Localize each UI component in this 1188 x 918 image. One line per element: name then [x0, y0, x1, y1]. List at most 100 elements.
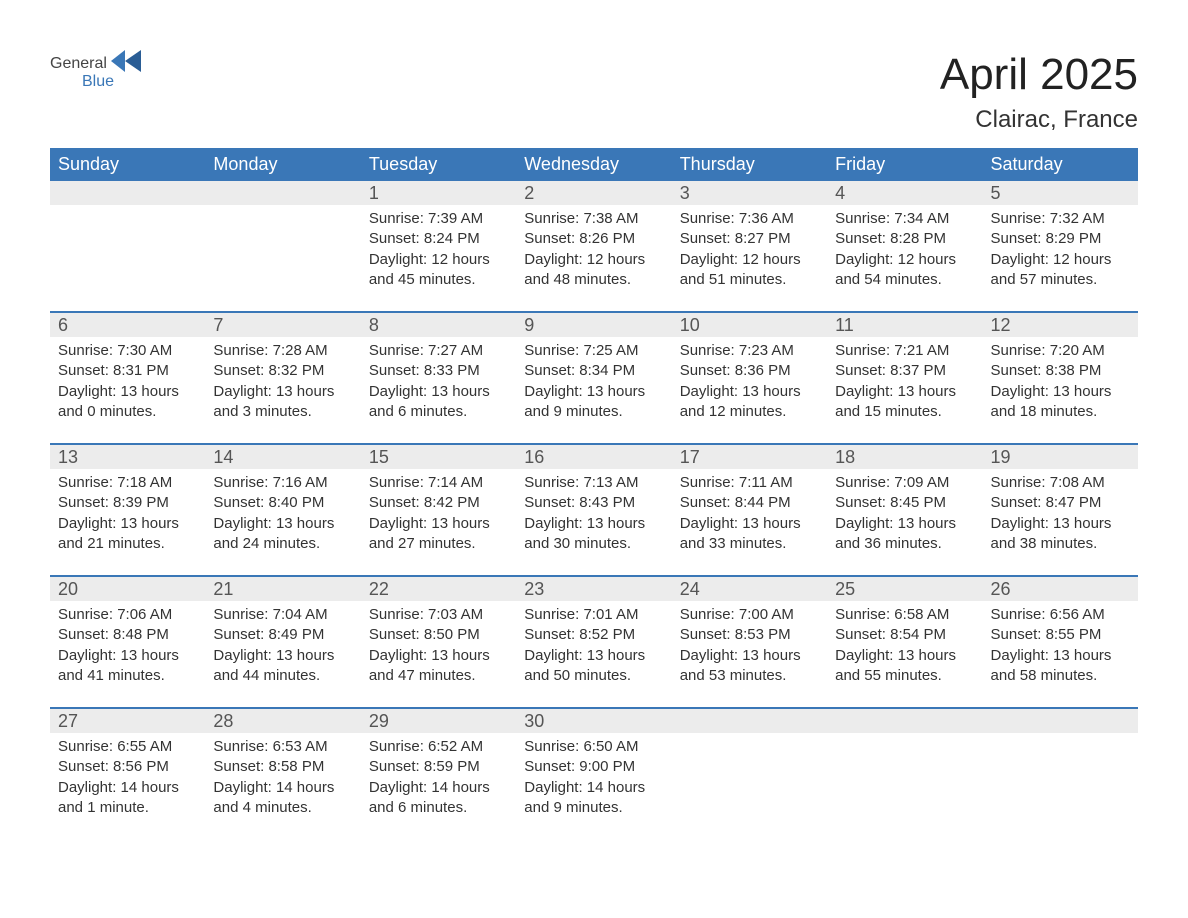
sunrise-text: Sunrise: 7:16 AM: [213, 473, 352, 493]
cell-body: Sunrise: 7:11 AMSunset: 8:44 PMDaylight:…: [672, 469, 827, 562]
cell-body: Sunrise: 7:03 AMSunset: 8:50 PMDaylight:…: [361, 601, 516, 694]
page-header: General Blue April 2025 Clairac, France: [50, 50, 1138, 134]
daylight-text: Daylight: 13 hours and 36 minutes.: [835, 514, 974, 555]
daylight-text: Daylight: 13 hours and 27 minutes.: [369, 514, 508, 555]
date-number: 8: [361, 313, 516, 337]
calendar: Sunday Monday Tuesday Wednesday Thursday…: [50, 148, 1138, 827]
sunrise-text: Sunrise: 7:25 AM: [524, 341, 663, 361]
sunrise-text: Sunrise: 7:01 AM: [524, 605, 663, 625]
sunset-text: Sunset: 8:45 PM: [835, 493, 974, 513]
daylight-text: Daylight: 14 hours and 4 minutes.: [213, 778, 352, 819]
date-number: 7: [205, 313, 360, 337]
sunrise-text: Sunrise: 7:38 AM: [524, 209, 663, 229]
brand-part1: General: [50, 55, 107, 73]
sunset-text: Sunset: 8:47 PM: [991, 493, 1130, 513]
sunrise-text: Sunrise: 7:18 AM: [58, 473, 197, 493]
sunset-text: Sunset: 8:28 PM: [835, 229, 974, 249]
cell-body: Sunrise: 6:58 AMSunset: 8:54 PMDaylight:…: [827, 601, 982, 694]
sunset-text: Sunset: 9:00 PM: [524, 757, 663, 777]
daylight-text: Daylight: 13 hours and 15 minutes.: [835, 382, 974, 423]
calendar-cell: 27Sunrise: 6:55 AMSunset: 8:56 PMDayligh…: [50, 709, 205, 827]
sunrise-text: Sunrise: 7:03 AM: [369, 605, 508, 625]
calendar-cell: 28Sunrise: 6:53 AMSunset: 8:58 PMDayligh…: [205, 709, 360, 827]
sunset-text: Sunset: 8:24 PM: [369, 229, 508, 249]
daylight-text: Daylight: 13 hours and 33 minutes.: [680, 514, 819, 555]
date-number: 4: [827, 181, 982, 205]
day-header-mon: Monday: [205, 148, 360, 181]
daylight-text: Daylight: 13 hours and 58 minutes.: [991, 646, 1130, 687]
sunset-text: Sunset: 8:36 PM: [680, 361, 819, 381]
cell-body: Sunrise: 7:04 AMSunset: 8:49 PMDaylight:…: [205, 601, 360, 694]
date-number: [205, 181, 360, 205]
calendar-cell: 21Sunrise: 7:04 AMSunset: 8:49 PMDayligh…: [205, 577, 360, 695]
date-number: 25: [827, 577, 982, 601]
cell-body: Sunrise: 7:30 AMSunset: 8:31 PMDaylight:…: [50, 337, 205, 430]
daylight-text: Daylight: 14 hours and 9 minutes.: [524, 778, 663, 819]
cell-body: Sunrise: 6:55 AMSunset: 8:56 PMDaylight:…: [50, 733, 205, 826]
week-row: 1Sunrise: 7:39 AMSunset: 8:24 PMDaylight…: [50, 181, 1138, 299]
daylight-text: Daylight: 13 hours and 0 minutes.: [58, 382, 197, 423]
sunrise-text: Sunrise: 6:50 AM: [524, 737, 663, 757]
sunset-text: Sunset: 8:37 PM: [835, 361, 974, 381]
daylight-text: Daylight: 13 hours and 44 minutes.: [213, 646, 352, 687]
cell-body: [50, 205, 205, 217]
calendar-cell: 2Sunrise: 7:38 AMSunset: 8:26 PMDaylight…: [516, 181, 671, 299]
daylight-text: Daylight: 13 hours and 50 minutes.: [524, 646, 663, 687]
daylight-text: Daylight: 13 hours and 6 minutes.: [369, 382, 508, 423]
calendar-cell: 10Sunrise: 7:23 AMSunset: 8:36 PMDayligh…: [672, 313, 827, 431]
sunset-text: Sunset: 8:54 PM: [835, 625, 974, 645]
month-title: April 2025: [940, 50, 1138, 100]
calendar-cell: [50, 181, 205, 299]
daylight-text: Daylight: 13 hours and 3 minutes.: [213, 382, 352, 423]
calendar-cell: 20Sunrise: 7:06 AMSunset: 8:48 PMDayligh…: [50, 577, 205, 695]
date-number: 10: [672, 313, 827, 337]
day-header-wed: Wednesday: [516, 148, 671, 181]
sunrise-text: Sunrise: 7:14 AM: [369, 473, 508, 493]
cell-body: Sunrise: 7:18 AMSunset: 8:39 PMDaylight:…: [50, 469, 205, 562]
cell-body: Sunrise: 6:50 AMSunset: 9:00 PMDaylight:…: [516, 733, 671, 826]
sunset-text: Sunset: 8:32 PM: [213, 361, 352, 381]
date-number: 6: [50, 313, 205, 337]
sunset-text: Sunset: 8:40 PM: [213, 493, 352, 513]
date-number: 27: [50, 709, 205, 733]
cell-body: [672, 733, 827, 745]
sunrise-text: Sunrise: 7:32 AM: [991, 209, 1130, 229]
calendar-cell: [672, 709, 827, 827]
sunset-text: Sunset: 8:59 PM: [369, 757, 508, 777]
sunrise-text: Sunrise: 7:28 AM: [213, 341, 352, 361]
week-row: 20Sunrise: 7:06 AMSunset: 8:48 PMDayligh…: [50, 575, 1138, 695]
cell-body: Sunrise: 7:38 AMSunset: 8:26 PMDaylight:…: [516, 205, 671, 298]
sunset-text: Sunset: 8:49 PM: [213, 625, 352, 645]
date-number: 28: [205, 709, 360, 733]
sunset-text: Sunset: 8:43 PM: [524, 493, 663, 513]
date-number: [827, 709, 982, 733]
sunrise-text: Sunrise: 7:27 AM: [369, 341, 508, 361]
sunrise-text: Sunrise: 7:13 AM: [524, 473, 663, 493]
daylight-text: Daylight: 13 hours and 12 minutes.: [680, 382, 819, 423]
cell-body: Sunrise: 7:09 AMSunset: 8:45 PMDaylight:…: [827, 469, 982, 562]
sunset-text: Sunset: 8:39 PM: [58, 493, 197, 513]
calendar-cell: 6Sunrise: 7:30 AMSunset: 8:31 PMDaylight…: [50, 313, 205, 431]
daylight-text: Daylight: 12 hours and 45 minutes.: [369, 250, 508, 291]
date-number: 24: [672, 577, 827, 601]
sunrise-text: Sunrise: 7:20 AM: [991, 341, 1130, 361]
date-number: 26: [983, 577, 1138, 601]
cell-body: Sunrise: 7:14 AMSunset: 8:42 PMDaylight:…: [361, 469, 516, 562]
brand-logo: General Blue: [50, 50, 141, 91]
daylight-text: Daylight: 13 hours and 38 minutes.: [991, 514, 1130, 555]
sunrise-text: Sunrise: 6:53 AM: [213, 737, 352, 757]
date-number: 12: [983, 313, 1138, 337]
title-block: April 2025 Clairac, France: [940, 50, 1138, 134]
date-number: 3: [672, 181, 827, 205]
daylight-text: Daylight: 13 hours and 24 minutes.: [213, 514, 352, 555]
daylight-text: Daylight: 13 hours and 47 minutes.: [369, 646, 508, 687]
calendar-cell: [205, 181, 360, 299]
date-number: 11: [827, 313, 982, 337]
sunset-text: Sunset: 8:33 PM: [369, 361, 508, 381]
sunrise-text: Sunrise: 6:52 AM: [369, 737, 508, 757]
date-number: 5: [983, 181, 1138, 205]
sunset-text: Sunset: 8:31 PM: [58, 361, 197, 381]
date-number: 22: [361, 577, 516, 601]
calendar-cell: 12Sunrise: 7:20 AMSunset: 8:38 PMDayligh…: [983, 313, 1138, 431]
calendar-cell: 14Sunrise: 7:16 AMSunset: 8:40 PMDayligh…: [205, 445, 360, 563]
